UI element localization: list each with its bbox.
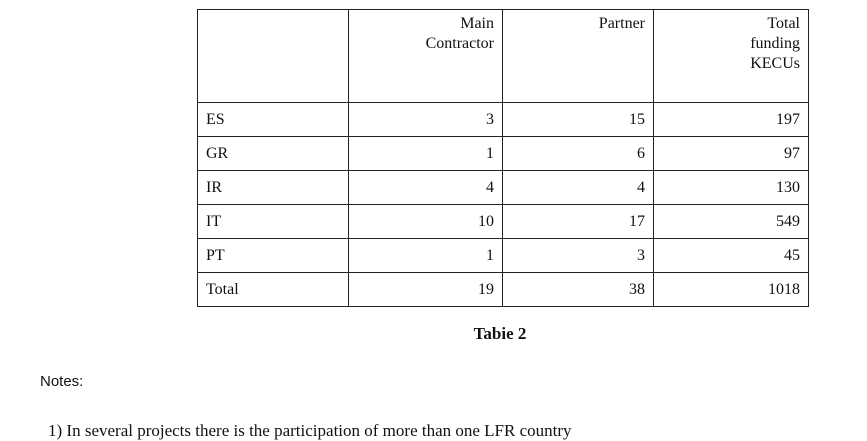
table-row: IR 4 4 130: [197, 170, 809, 205]
table-cell: 1: [348, 238, 503, 273]
table-row: PT 1 3 45: [197, 238, 809, 273]
table-cell: 1: [348, 136, 503, 171]
table-cell: 15: [502, 102, 654, 137]
header-cell: Main Contractor: [348, 9, 503, 103]
table-cell: ES: [197, 102, 349, 137]
table-cell: 38: [502, 272, 654, 307]
table-cell: 17: [502, 204, 654, 239]
header-row: Main Contractor Partner Total funding KE…: [197, 9, 809, 103]
table-row: GR 1 6 97: [197, 136, 809, 171]
table-cell: 130: [653, 170, 809, 205]
table-cell: 3: [348, 102, 503, 137]
table-cell: 45: [653, 238, 809, 273]
table-cell: 197: [653, 102, 809, 137]
table-cell: IR: [197, 170, 349, 205]
table-cell: 4: [348, 170, 503, 205]
table-row: ES 3 15 197: [197, 102, 809, 137]
note-item: 1) In several projects there is the part…: [48, 421, 572, 440]
table-row: IT 10 17 549: [197, 204, 809, 239]
table-cell: 1018: [653, 272, 809, 307]
header-cell: Partner: [502, 9, 654, 103]
table-cell: 3: [502, 238, 654, 273]
table-cell: PT: [197, 238, 349, 273]
funding-table: Main Contractor Partner Total funding KE…: [197, 9, 809, 307]
table-cell: GR: [197, 136, 349, 171]
table-cell: 19: [348, 272, 503, 307]
table-caption: Tabie 2: [473, 324, 527, 343]
table-row: Total 19 38 1018: [197, 272, 809, 307]
header-cell: Total funding KECUs: [653, 9, 809, 103]
table-cell: 4: [502, 170, 654, 205]
table-body: ES 3 15 197 GR 1 6 97 IR 4 4 130 IT 10 17 549 PT 1 3 45 Tota…: [197, 102, 809, 307]
header-cell: [197, 9, 349, 103]
notes-heading: Notes:: [40, 373, 84, 390]
table-cell: 549: [653, 204, 809, 239]
table-cell: 97: [653, 136, 809, 171]
table-cell: 10: [348, 204, 503, 239]
table-cell: 6: [502, 136, 654, 171]
table-cell: Total: [197, 272, 349, 307]
table-cell: IT: [197, 204, 349, 239]
